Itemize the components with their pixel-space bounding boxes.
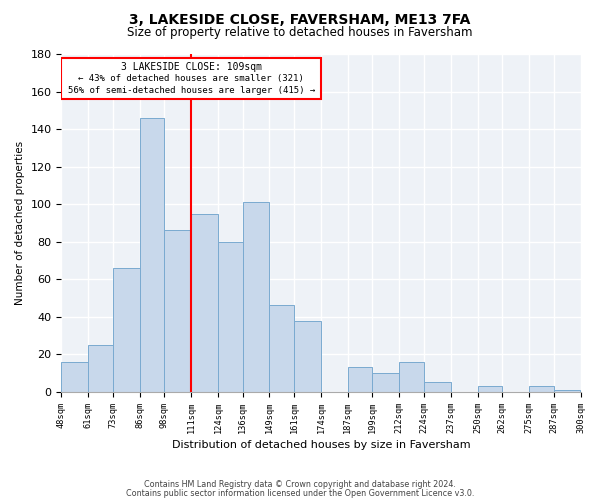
Bar: [399, 362, 424, 392]
Bar: [269, 306, 294, 392]
Text: Contains public sector information licensed under the Open Government Licence v3: Contains public sector information licen…: [126, 488, 474, 498]
Bar: [348, 368, 373, 392]
Bar: [373, 373, 399, 392]
Bar: [113, 268, 140, 392]
Bar: [294, 320, 321, 392]
Bar: [191, 214, 218, 392]
Bar: [242, 202, 269, 392]
Text: 3, LAKESIDE CLOSE, FAVERSHAM, ME13 7FA: 3, LAKESIDE CLOSE, FAVERSHAM, ME13 7FA: [130, 12, 470, 26]
Bar: [478, 386, 502, 392]
Bar: [424, 382, 451, 392]
Bar: [140, 118, 164, 392]
Y-axis label: Number of detached properties: Number of detached properties: [15, 141, 25, 305]
Bar: [164, 230, 191, 392]
Bar: [554, 390, 580, 392]
Text: ← 43% of detached houses are smaller (321): ← 43% of detached houses are smaller (32…: [79, 74, 304, 83]
X-axis label: Distribution of detached houses by size in Faversham: Distribution of detached houses by size …: [172, 440, 470, 450]
Text: 3 LAKESIDE CLOSE: 109sqm: 3 LAKESIDE CLOSE: 109sqm: [121, 62, 262, 72]
Text: 56% of semi-detached houses are larger (415) →: 56% of semi-detached houses are larger (…: [68, 86, 315, 95]
Bar: [61, 362, 88, 392]
Bar: [88, 345, 113, 392]
Bar: [529, 386, 554, 392]
Text: Size of property relative to detached houses in Faversham: Size of property relative to detached ho…: [127, 26, 473, 39]
Bar: [218, 242, 242, 392]
Text: Contains HM Land Registry data © Crown copyright and database right 2024.: Contains HM Land Registry data © Crown c…: [144, 480, 456, 489]
FancyBboxPatch shape: [61, 58, 321, 99]
